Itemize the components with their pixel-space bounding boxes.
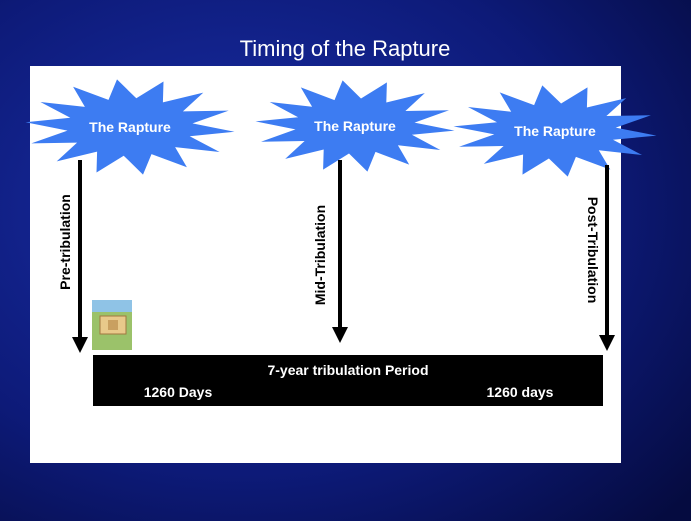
temple-image: [92, 300, 132, 350]
half-label: 1260 Days: [144, 384, 213, 400]
period-label: 7-year tribulation Period: [267, 362, 428, 378]
half-label: 1260 days: [487, 384, 554, 400]
view-label: Pre-tribulation: [57, 194, 73, 290]
rapture-label: The Rapture: [89, 119, 171, 135]
view-label: Post-Tribulation: [585, 197, 601, 304]
title: Timing of the Rapture: [240, 36, 451, 61]
slide: Timing of the Rapture The Rapture The Rap…: [0, 0, 691, 521]
rapture-label: The Rapture: [314, 118, 396, 134]
view-label: Mid-Tribulation: [312, 205, 328, 305]
rapture-label: The Rapture: [514, 123, 596, 139]
